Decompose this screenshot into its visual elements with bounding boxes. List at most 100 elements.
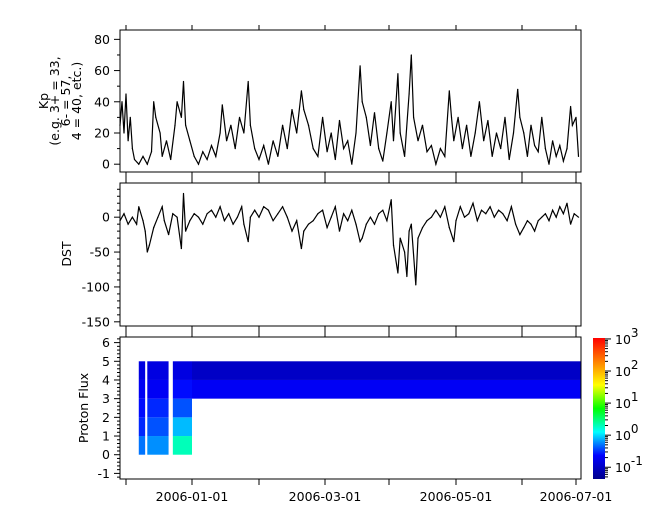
dst-data-point — [206, 213, 208, 215]
kp-data-point — [221, 104, 223, 106]
dst-data-point — [347, 220, 349, 222]
kp-data-point — [296, 132, 298, 134]
dst-ytick-label: -50 — [90, 245, 110, 260]
dst-data-point — [397, 272, 399, 274]
kp-data-point — [225, 140, 228, 142]
colorbar-tick-label: 103 — [615, 326, 639, 347]
heatmap-cell — [147, 436, 169, 455]
heatmap-cell — [138, 436, 146, 455]
kp-data-point — [174, 124, 176, 126]
dst-data-point — [548, 220, 550, 222]
kp-data-point — [234, 147, 236, 150]
kp-data-point — [334, 158, 336, 161]
kp-data-point — [133, 158, 136, 161]
kp-data-point — [142, 155, 144, 157]
colorbar-tick-base: 10 — [615, 428, 631, 443]
dst-data-point — [489, 206, 491, 208]
dst-data-point — [172, 213, 174, 215]
heatmap-cell — [147, 361, 169, 380]
dst-data-point — [236, 216, 238, 218]
kp-data-point — [281, 124, 284, 126]
kp-data-point — [219, 132, 221, 134]
dst-data-point — [430, 216, 433, 218]
dst-data-point — [573, 213, 575, 215]
dst-data-point — [459, 206, 461, 208]
dst-data-point — [570, 223, 572, 225]
dst-data-point — [123, 213, 125, 215]
dst-data-point — [307, 223, 310, 225]
kp-data-point — [361, 101, 363, 103]
dst-data-point — [127, 223, 129, 225]
kp-data-point — [470, 155, 472, 157]
kp-data-point — [555, 155, 557, 157]
kp-data-point — [390, 101, 392, 103]
kp-ytick-label: 60 — [94, 63, 110, 78]
dst-data-point — [530, 223, 532, 225]
proton-ytick-label: 1 — [102, 429, 110, 444]
proton-frame — [119, 336, 582, 480]
kp-data-point — [537, 151, 539, 153]
kp-data-point — [530, 124, 532, 126]
kp-data-point — [159, 132, 161, 134]
kp-data-point — [417, 140, 419, 142]
dst-data-point — [566, 202, 568, 204]
kp-data-point — [523, 132, 525, 134]
dst-data-point — [421, 227, 424, 229]
dst-data-point — [369, 216, 372, 218]
dst-data-point — [510, 206, 512, 208]
kp-ytick-label: 80 — [94, 32, 110, 47]
dst-series-line — [119, 193, 579, 285]
dst-data-point — [502, 213, 504, 215]
xtick-label: 2006-07-01 — [540, 489, 613, 504]
dst-data-point — [359, 240, 361, 243]
kp-data-point — [439, 147, 441, 150]
dst-data-point — [537, 220, 539, 222]
proton-ytick-label: 6 — [102, 335, 110, 350]
dst-ytick-label: -100 — [82, 279, 110, 294]
kp-data-point — [404, 155, 406, 157]
dst-data-point — [163, 220, 165, 222]
kp-data-point — [286, 147, 288, 150]
kp-data-point — [359, 65, 361, 67]
kp-data-point — [206, 158, 208, 161]
dst-data-point — [138, 206, 140, 208]
kp-data-point — [258, 158, 260, 161]
dst-data-point — [559, 206, 561, 208]
dst-data-point — [497, 209, 500, 211]
dst-data-point — [562, 213, 565, 215]
kp-data-point — [548, 163, 550, 165]
kp-frame — [119, 29, 582, 173]
kp-data-point — [559, 144, 561, 147]
xtick-label: 2006-03-01 — [289, 489, 362, 504]
colorbar-tick-exponent: 3 — [631, 326, 639, 340]
dst-data-point — [439, 216, 441, 218]
kp-data-point — [254, 147, 256, 150]
dst-data-point — [317, 213, 319, 215]
kp-data-point — [575, 116, 577, 118]
dst-data-point — [180, 247, 182, 250]
colorbar-tick-base: 10 — [615, 396, 631, 411]
kp-data-point — [180, 116, 182, 118]
dst-data-point — [468, 213, 470, 215]
dst-panel: 0 -50 -100 -150 — [82, 178, 582, 332]
dst-data-point — [219, 206, 221, 208]
kp-data-point — [215, 155, 217, 157]
heatmap-cell — [138, 417, 146, 437]
dst-data-point — [408, 230, 410, 232]
dst-data-point — [241, 206, 243, 208]
kp-data-point — [317, 155, 319, 157]
dst-data-point — [182, 192, 185, 195]
kp-data-point — [202, 151, 204, 153]
dst-data-point — [577, 216, 580, 218]
dst-data-point — [153, 227, 155, 229]
heatmap-cell — [172, 379, 192, 399]
kp-series-line — [119, 54, 580, 167]
dst-data-point — [378, 213, 380, 215]
colorbar-tick-base: 10 — [615, 364, 631, 379]
kp-data-point — [421, 124, 424, 126]
dst-ylabel: DST — [59, 241, 74, 267]
dst-data-point — [515, 223, 517, 225]
dst-data-point — [197, 216, 200, 218]
kp-data-point — [300, 90, 303, 92]
kp-data-point — [123, 132, 125, 134]
